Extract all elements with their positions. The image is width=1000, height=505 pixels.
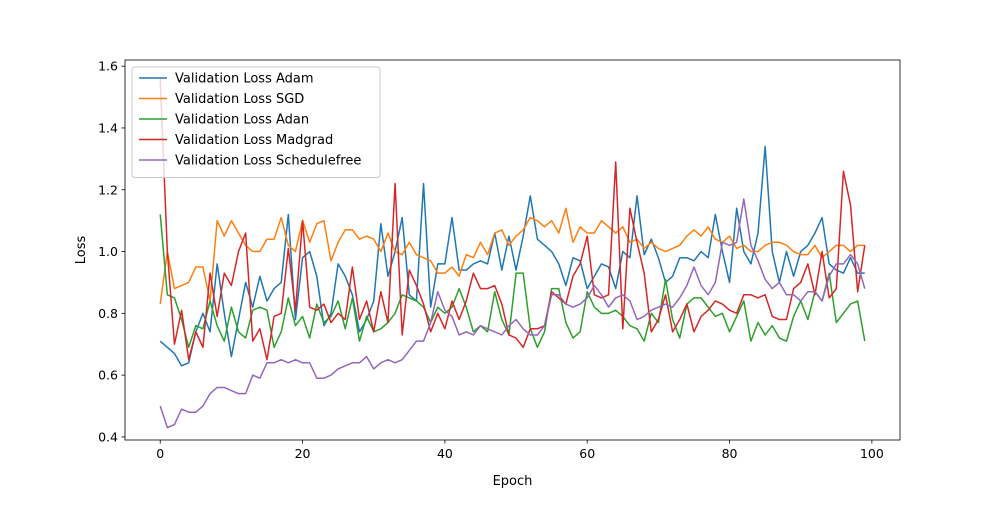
x-tick-label: 40 [437,446,453,461]
legend-label: Validation Loss Adam [175,72,314,87]
x-tick-label: 60 [579,446,595,461]
legend-label: Validation Loss SGD [175,92,304,107]
y-tick-label: 1.4 [98,120,118,135]
x-tick-label: 0 [156,446,164,461]
x-axis-label: Epoch [493,474,533,489]
series-line-4 [159,198,866,429]
axis-ticks: 0 20 40 60 80 100 0.4 0.6 0.8 1.0 1.2 1.4 1.6 [98,59,884,461]
y-tick-label: 1.6 [98,59,118,74]
legend: Validation Loss Adam Validation Loss SGD V… [131,66,381,178]
y-tick-label: 0.6 [98,368,118,383]
y-tick-label: 1.0 [98,244,118,259]
x-tick-label: 20 [295,446,311,461]
axes-frame [124,59,901,441]
series-line-1 [159,207,865,305]
x-tick-label: 100 [860,446,884,461]
series-line-2 [159,214,866,349]
legend-box [131,66,381,178]
y-axis-label: Loss [74,236,89,265]
plot-area [124,59,901,441]
y-tick-label: 0.8 [98,306,118,321]
legend-label: Validation Loss Schedulefree [175,154,361,169]
series-line-0 [159,145,865,367]
y-tick-label: 0.4 [98,429,118,444]
x-tick-label: 80 [722,446,738,461]
legend-label: Validation Loss Adan [175,113,309,128]
y-tick-label: 1.2 [98,182,118,197]
series-line-3 [159,78,866,361]
legend-label: Validation Loss Madgrad [175,133,333,148]
